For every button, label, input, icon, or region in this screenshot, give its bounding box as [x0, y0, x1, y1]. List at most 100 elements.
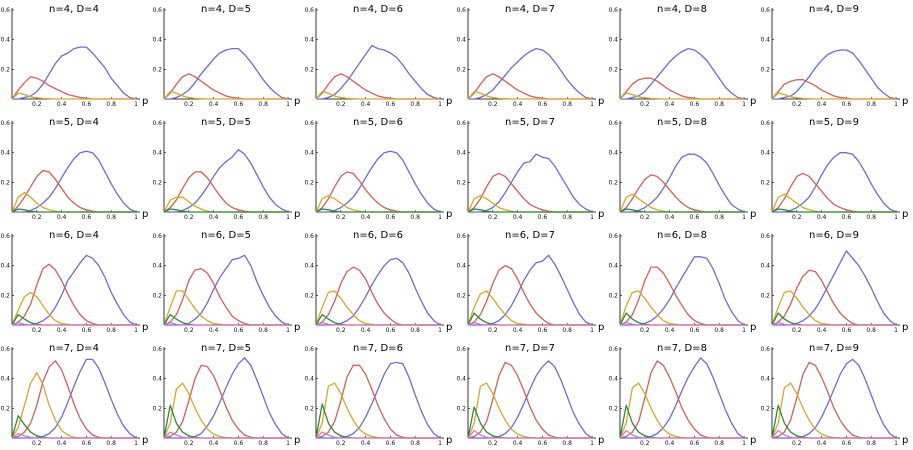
y-tick-label: 0.2: [608, 292, 618, 299]
x-axis-variable-label: p: [294, 96, 300, 107]
y-tick-label: 0.2: [0, 292, 10, 299]
series-line-red: [11, 263, 136, 326]
series-line-pink: [315, 431, 440, 439]
y-tick-label: 0.6: [608, 346, 618, 353]
series-line-green: [619, 208, 744, 213]
y-tick-label: 0.6: [304, 233, 314, 240]
y-tick-label: 0.4: [608, 263, 618, 270]
y-tick-label: 0.2: [0, 66, 10, 73]
series-line-blue: [772, 152, 897, 213]
y-tick-label: 0.4: [456, 150, 466, 157]
series-line-red: [163, 171, 288, 213]
series-line-blue: [12, 46, 137, 100]
y-tick-label: 0.2: [0, 179, 10, 186]
x-tick-label: 1: [894, 440, 898, 447]
y-tick-label: 0.6: [456, 233, 466, 240]
x-tick-label: 0.4: [665, 101, 675, 108]
series-line-red: [619, 266, 744, 326]
series-line-yellow: [771, 193, 896, 213]
y-tick-label: 0.2: [760, 292, 770, 299]
y-tick-label: 0.2: [608, 66, 618, 73]
panel-title: n=7, D=9: [809, 343, 859, 354]
x-axis-variable-label: p: [598, 435, 604, 446]
series-line-blue: [772, 49, 897, 100]
x-tick-label: 0.4: [665, 327, 675, 334]
y-tick-label: 0.2: [304, 405, 314, 412]
x-tick-label: 0.6: [842, 440, 852, 447]
x-tick-label: 0.2: [184, 214, 194, 221]
x-tick-label: 0.8: [106, 214, 116, 221]
series-line-green: [11, 313, 136, 326]
series-line-pink: [315, 322, 440, 326]
panel: n=6, D=4 0.2 0.4 0.6 0.2 0.4 0.6 0.8 1 p: [0, 230, 148, 334]
y-tick-label: 0.2: [608, 179, 618, 186]
y-tick-label: 0.2: [456, 179, 466, 186]
x-tick-label: 0.8: [562, 101, 572, 108]
y-tick-label: 0.2: [152, 292, 162, 299]
series-line-yellow: [467, 90, 592, 100]
x-tick-label: 0.4: [361, 101, 371, 108]
series-line-red: [771, 172, 896, 213]
series-line-yellow: [467, 290, 592, 326]
y-tick-label: 0.4: [760, 150, 770, 157]
y-tick-label: 0.6: [0, 120, 10, 127]
x-tick-label: 0.4: [817, 101, 827, 108]
x-axis-variable-label: p: [142, 96, 148, 107]
x-tick-label: 0.6: [82, 327, 92, 334]
panel: n=7, D=5 0.2 0.4 0.6 0.2 0.4 0.6 0.8 1 p: [152, 343, 300, 447]
x-tick-label: 0.6: [82, 214, 92, 221]
y-tick-label: 0.2: [304, 292, 314, 299]
panel-title: n=6, D=8: [657, 230, 707, 241]
x-tick-label: 0.4: [209, 101, 219, 108]
panel: n=6, D=8 0.2 0.4 0.6 0.2 0.4 0.6 0.8 1 p: [608, 230, 756, 334]
y-tick-label: 0.6: [760, 233, 770, 240]
panel: n=7, D=7 0.2 0.4 0.6 0.2 0.4 0.6 0.8 1 p: [456, 343, 604, 447]
y-tick-label: 0.4: [0, 376, 10, 383]
series-line-green: [467, 208, 592, 213]
y-tick-label: 0.6: [0, 7, 10, 14]
x-tick-label: 1: [742, 327, 746, 334]
panel-title: n=4, D=9: [809, 4, 859, 15]
series-line-yellow: [315, 290, 440, 326]
y-tick-label: 0.6: [0, 346, 10, 353]
x-tick-label: 0.2: [336, 214, 346, 221]
y-tick-label: 0.4: [0, 263, 10, 270]
panel: n=5, D=8 0.2 0.4 0.6 0.2 0.4 0.6 0.8 1 p: [608, 117, 756, 221]
x-tick-label: 1: [894, 327, 898, 334]
x-tick-label: 0.8: [562, 214, 572, 221]
x-tick-label: 0.8: [714, 440, 724, 447]
y-tick-label: 0.4: [304, 150, 314, 157]
y-tick-label: 0.4: [304, 376, 314, 383]
x-tick-label: 0.4: [513, 327, 523, 334]
series-line-green: [315, 208, 440, 213]
series-line-yellow: [619, 92, 744, 100]
y-tick-label: 0.4: [456, 263, 466, 270]
x-tick-label: 0.8: [258, 101, 268, 108]
y-tick-label: 0.2: [152, 405, 162, 412]
x-tick-label: 1: [286, 214, 290, 221]
x-tick-label: 1: [590, 214, 594, 221]
x-tick-label: 0.4: [361, 214, 371, 221]
series-line-pink: [163, 322, 288, 326]
series-line-red: [163, 267, 288, 326]
panel-title: n=4, D=6: [353, 4, 403, 15]
x-tick-label: 0.2: [640, 214, 650, 221]
series-line-blue: [620, 357, 745, 439]
series-line-yellow: [771, 290, 896, 326]
x-axis-variable-label: p: [142, 209, 148, 220]
panel-title: n=5, D=4: [49, 117, 99, 128]
x-tick-label: 0.2: [32, 101, 42, 108]
x-tick-label: 0.6: [842, 327, 852, 334]
x-tick-label: 0.2: [32, 440, 42, 447]
series-line-blue: [164, 357, 289, 439]
panel: n=6, D=6 0.2 0.4 0.6 0.2 0.4 0.6 0.8 1 p: [304, 230, 452, 334]
panel: n=7, D=6 0.2 0.4 0.6 0.2 0.4 0.6 0.8 1 p: [304, 343, 452, 447]
x-tick-label: 0.8: [866, 440, 876, 447]
x-tick-label: 0.6: [234, 101, 244, 108]
series-line-red: [315, 364, 440, 439]
series-line-green: [315, 313, 440, 326]
x-tick-label: 0.2: [640, 440, 650, 447]
series-line-blue: [468, 153, 593, 213]
x-tick-label: 0.6: [538, 327, 548, 334]
